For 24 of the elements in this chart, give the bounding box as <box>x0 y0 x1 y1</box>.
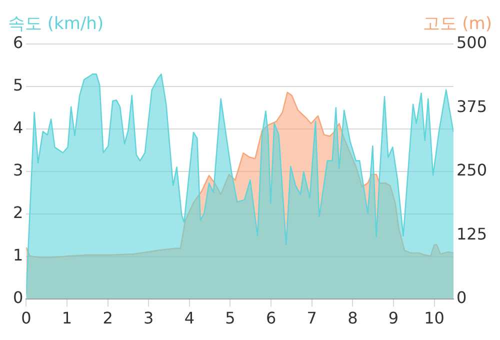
y2-tick-label: 375 <box>456 96 488 116</box>
x-tick-label: 9 <box>388 308 399 328</box>
x-tick-label: 7 <box>306 308 317 328</box>
x-tick-label: 3 <box>144 308 154 328</box>
y-tick-label: 4 <box>12 118 24 138</box>
y2-axis-title: 고도 (m) <box>422 13 492 35</box>
y-tick-label: 2 <box>12 203 24 222</box>
y-tick-label: 0 <box>12 288 24 307</box>
y2-tick-label: 500 <box>456 33 488 52</box>
y2-tick-label: 250 <box>456 160 488 180</box>
y-axis-title: 속도 (km/h) <box>8 13 104 35</box>
x-tick-label: 2 <box>102 308 113 328</box>
y-tick-label: 5 <box>12 76 24 95</box>
x-tick-label: 4 <box>184 308 195 328</box>
y-tick-label: 3 <box>12 160 24 180</box>
x-tick-label: 5 <box>225 308 236 328</box>
x-tick-label: 8 <box>348 308 358 328</box>
x-tick-label: 6 <box>266 308 276 328</box>
x-tick-label: 10 <box>424 308 444 328</box>
x-tick-label: 1 <box>62 308 72 328</box>
y-tick-label: 1 <box>12 245 24 264</box>
y2-tick-label: 125 <box>456 224 488 244</box>
y-tick-label: 6 <box>12 33 24 52</box>
y2-tick-label: 0 <box>456 288 467 307</box>
